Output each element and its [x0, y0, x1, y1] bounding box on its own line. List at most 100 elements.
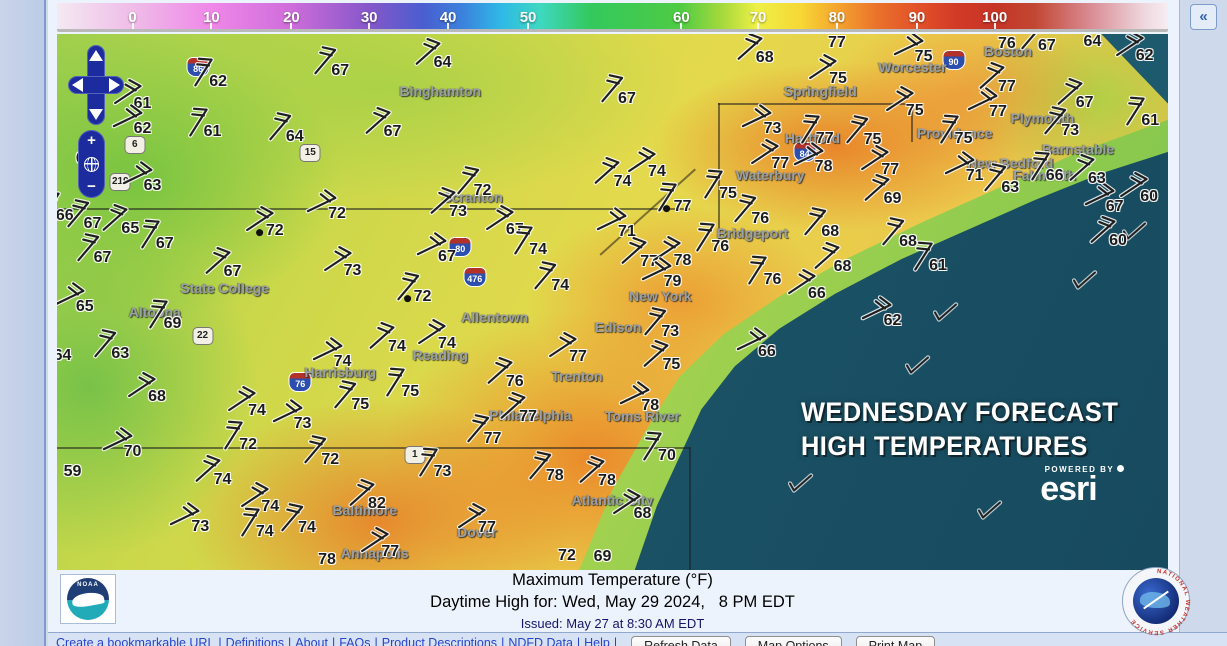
- map-pan-control[interactable]: [68, 45, 124, 125]
- temp-label: 67: [618, 90, 636, 108]
- temp-label: 66: [808, 285, 826, 303]
- ocean-wind-barb: [904, 351, 931, 382]
- temp-label: 76: [505, 373, 524, 391]
- globe-home-icon[interactable]: [84, 156, 99, 172]
- temp-station: 72: [395, 271, 432, 306]
- temp-station: 68: [881, 216, 917, 251]
- temp-label: 77: [478, 518, 496, 536]
- temp-station: 63: [93, 328, 130, 363]
- wind-barb-icon: [978, 60, 1006, 91]
- temp-station: 77: [966, 85, 1007, 121]
- city-label: Providence: [916, 125, 993, 142]
- temp-label: 63: [111, 345, 130, 363]
- temp-label: 61: [1141, 111, 1160, 129]
- wind-barb-icon: [187, 106, 209, 138]
- scale-tick: [680, 23, 683, 29]
- temp-station: 59: [64, 463, 82, 481]
- footer-separator: |: [374, 636, 378, 646]
- temp-label: 77: [828, 34, 846, 51]
- city-label: Waterbury: [735, 166, 805, 183]
- temp-label: 72: [413, 288, 432, 306]
- temp-label: 75: [401, 383, 420, 401]
- temp-station: 78: [652, 234, 691, 270]
- ocean-wind-barb: [1121, 217, 1148, 248]
- wind-barb-icon: [368, 320, 396, 351]
- footer-link[interactable]: About: [295, 636, 328, 646]
- footer-link[interactable]: Help: [584, 636, 610, 646]
- temp-station: 67: [65, 197, 101, 233]
- temp-label: 73: [449, 203, 467, 221]
- map-options-button[interactable]: Map Options: [744, 636, 842, 646]
- collapse-panel-button[interactable]: «: [1190, 4, 1217, 30]
- wind-barb-icon: [657, 181, 679, 213]
- temp-station: 75: [385, 366, 420, 401]
- wind-barb-icon: [735, 326, 768, 352]
- temp-station: 62: [111, 103, 151, 138]
- wind-barb-icon: [803, 205, 828, 237]
- footer-link[interactable]: NDFD Data: [508, 636, 573, 646]
- wind-barb-icon: [280, 502, 305, 533]
- temp-label: 67: [1105, 198, 1124, 216]
- zoom-in-button[interactable]: +: [87, 132, 96, 149]
- wind-barb-icon: [121, 159, 154, 186]
- city-label: Edison: [594, 319, 642, 336]
- wind-barb-icon: [626, 145, 657, 174]
- temp-station: 68: [813, 240, 851, 276]
- noaa-logo-text: NOAA: [77, 582, 99, 588]
- footer-separator: |: [613, 636, 618, 646]
- temp-label: 77: [989, 102, 1007, 120]
- wind-barb-icon: [792, 141, 825, 167]
- city-label: Worcester: [878, 59, 947, 76]
- footer-separator: |: [576, 636, 581, 646]
- temp-station: 64: [413, 36, 451, 72]
- temp-station: 78: [792, 141, 832, 176]
- temp-station: 74: [416, 317, 456, 353]
- temp-label: 74: [333, 353, 352, 371]
- temp-station: 67: [313, 45, 349, 80]
- wind-barb-icon: [244, 204, 275, 233]
- pan-down-icon[interactable]: [89, 109, 103, 120]
- wind-barb-icon: [455, 165, 480, 196]
- print-map-button[interactable]: Print Map: [855, 636, 936, 646]
- scale-tick: [757, 23, 760, 29]
- pan-left-icon[interactable]: [72, 78, 83, 92]
- wind-barb-icon: [360, 525, 391, 554]
- scale-tick: [131, 23, 134, 29]
- zoom-out-button[interactable]: −: [87, 178, 96, 195]
- footer-separator: |: [218, 636, 222, 646]
- temp-station: 75: [938, 113, 972, 148]
- footer-link[interactable]: Definitions: [225, 636, 285, 646]
- wind-barb-icon: [533, 259, 558, 291]
- city-label: Hartford: [784, 129, 841, 146]
- temp-station: 74: [368, 320, 406, 356]
- temp-station: 75: [642, 338, 680, 374]
- pan-up-icon[interactable]: [89, 50, 103, 61]
- temp-label: 64: [285, 128, 304, 146]
- temp-label: 68: [148, 388, 166, 406]
- map-zoom-control[interactable]: + −: [78, 130, 105, 198]
- footer-link[interactable]: FAQs: [339, 636, 371, 646]
- scale-label: 40: [439, 9, 457, 26]
- temp-station: 77: [657, 181, 691, 216]
- map[interactable]: + − WEDNESDAY FORECAST HIGH TEMPERATURES…: [57, 34, 1168, 570]
- refresh-data-button[interactable]: Refresh Data: [631, 636, 731, 646]
- temp-station: 61: [1125, 95, 1160, 130]
- temp-station: 76: [695, 221, 729, 256]
- wind-barb-icon: [1083, 181, 1116, 207]
- footer-link[interactable]: Create a bookmarkable URL: [56, 636, 215, 646]
- wind-barb-icon: [892, 34, 925, 57]
- temp-station: 62: [1114, 34, 1154, 65]
- temp-label: 76: [997, 34, 1016, 52]
- wind-barb-icon: [486, 355, 514, 385]
- temperature-color-scale: 0 10 20 30 40 50 60 70 80 90 100: [57, 3, 1168, 32]
- city-label: Bridgeport: [716, 224, 789, 241]
- pan-right-icon[interactable]: [109, 78, 120, 92]
- temp-station: 75: [884, 85, 924, 120]
- temp-label: 60: [1109, 232, 1127, 250]
- footer-link[interactable]: Product Descriptions: [381, 636, 498, 646]
- footer-separator: |: [501, 636, 505, 646]
- wind-barb-icon: [733, 192, 758, 224]
- temp-station: 75: [333, 378, 369, 414]
- temp-label: 74: [648, 162, 666, 180]
- caption-issued-time: Issued: May 27 at 8:30 AM EDT: [520, 616, 705, 631]
